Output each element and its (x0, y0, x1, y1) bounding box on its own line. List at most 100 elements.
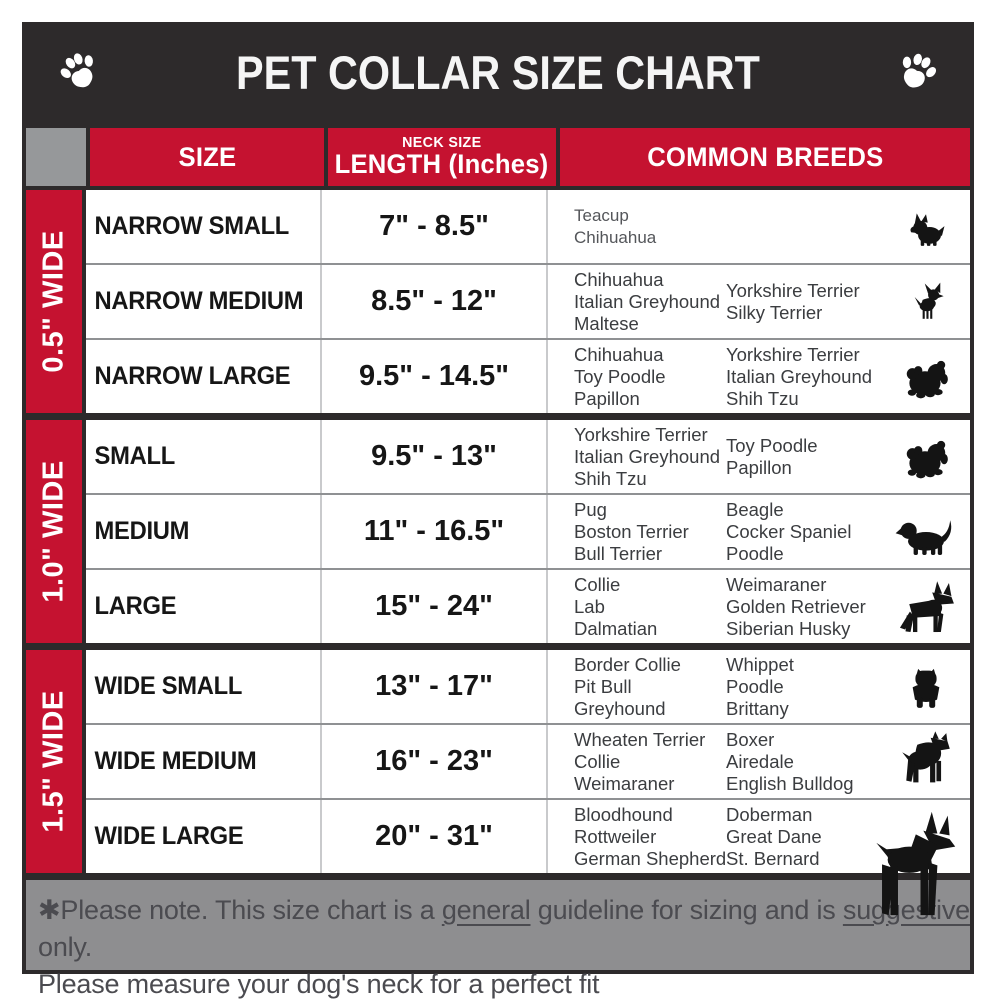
breed-list-secondary: Yorkshire Terrier Silky Terrier (726, 280, 882, 324)
neck-size-value: 16" - 23" (320, 725, 548, 798)
breed-list-secondary: Boxer Airedale English Bulldog (726, 729, 882, 795)
breed-name: Italian Greyhound (726, 365, 873, 387)
breed-name: Brittany (726, 697, 789, 719)
breed-name: Beagle (726, 498, 784, 520)
size-label: WIDE MEDIUM (94, 747, 257, 775)
breed-name: German Shepherd (574, 847, 727, 869)
footer-text-segment: general (441, 895, 531, 925)
breed-name: Cocker Spaniel (726, 520, 852, 542)
breed-name: Boston Terrier (574, 520, 689, 542)
breed-list-primary: Border Collie Pit Bull Greyhound (574, 654, 726, 720)
group-width-label-text: 0.5" WIDE (37, 230, 70, 373)
breed-list-primary: Pug Boston Terrier Bull Terrier (574, 499, 726, 565)
breeds-cell: Wheaten Terrier Collie Weimaraner Boxer Aire… (548, 725, 970, 798)
table-row: LARGE 15" - 24" Collie Lab Dalmatian Weimaran… (86, 568, 970, 643)
breed-name: Lab (574, 595, 605, 617)
table-row: WIDE MEDIUM 16" - 23" Wheaten Terrier Colli… (86, 723, 970, 798)
breed-name: Great Dane (726, 825, 822, 847)
column-header-label: SIZE (178, 141, 236, 172)
breed-name: Italian Greyhound (574, 445, 721, 467)
size-label: NARROW LARGE (94, 362, 291, 390)
group-width-label-text: 1.5" WIDE (37, 690, 70, 833)
breed-name: Chihuahua (574, 268, 664, 290)
breeds-cell: Collie Lab Dalmatian Weimaraner Golden Retri… (548, 570, 970, 643)
breed-name: Weimaraner (574, 772, 675, 794)
table-row: WIDE SMALL 13" - 17" Border Collie Pit Bull… (86, 650, 970, 723)
breed-name: Chihuahua (574, 343, 664, 365)
beagle-icon (882, 507, 970, 557)
size-label: LARGE (94, 592, 177, 620)
breed-name: Siberian Husky (726, 617, 851, 639)
breed-list-primary: Bloodhound Rottweiler German Shepherd (574, 804, 726, 870)
breed-list-primary: Yorkshire Terrier Italian Greyhound Shih T… (574, 424, 726, 490)
neck-size-value: 9.5" - 13" (320, 420, 548, 493)
footer-text-segment: guideline for sizing and is (530, 895, 843, 925)
column-header-label: COMMON BREEDS (646, 141, 884, 172)
breed-list-secondary: Weimaraner Golden Retriever Siberian Husky (726, 574, 882, 640)
bulldog-icon (882, 661, 970, 713)
breed-name: Collie (574, 573, 621, 595)
size-group: 1.0" WIDE SMALL 9.5" - 13" Yorkshire Terrie… (26, 420, 970, 643)
table-row: NARROW MEDIUM 8.5" - 12" Chihuahua Italian … (86, 263, 970, 338)
breed-list-secondary: Beagle Cocker Spaniel Poodle (726, 499, 882, 565)
breed-name: Greyhound (574, 697, 666, 719)
yorkshire-terrier-icon (882, 207, 970, 247)
column-header-common-breeds: COMMON BREEDS (560, 128, 970, 186)
breed-list-secondary: Doberman Great Dane St. Bernard (726, 804, 882, 870)
table-row: NARROW LARGE 9.5" - 14.5" Chihuahua Toy Poo… (86, 338, 970, 413)
neck-size-value: 11" - 16.5" (320, 495, 548, 568)
breed-name: Pit Bull (574, 675, 632, 697)
breed-name: Yorkshire Terrier (726, 279, 860, 301)
neck-size-value: 20" - 31" (320, 800, 548, 873)
breed-name: Weimaraner (726, 573, 827, 595)
breed-name: Italian Greyhound (574, 290, 721, 312)
footer-line-2: Please measure your dog's neck for a per… (38, 969, 600, 999)
breed-name: Poodle (726, 675, 784, 697)
group-width-label: 0.5" WIDE (26, 190, 86, 413)
footer-line-1: ✱Please note. This size chart is a gener… (38, 892, 970, 966)
table-row: WIDE LARGE 20" - 31" Bloodhound Rottweiler G… (86, 798, 970, 915)
group-width-label: 1.0" WIDE (26, 420, 86, 643)
breed-name: Shih Tzu (574, 467, 647, 489)
breed-list-primary: Chihuahua Italian Greyhound Maltese (574, 269, 726, 335)
size-label: MEDIUM (94, 517, 190, 545)
title-bar: PET COLLAR SIZE CHART (22, 22, 974, 122)
breed-name: St. Bernard (726, 847, 820, 869)
column-header-neck-size: NECK SIZE LENGTH (Inches) (328, 128, 556, 186)
column-header-label: LENGTH (Inches) (335, 149, 549, 179)
breed-name: Bull Terrier (574, 542, 663, 564)
size-label: SMALL (94, 442, 176, 470)
group-width-label-text: 1.0" WIDE (37, 460, 70, 603)
breed-name: Yorkshire Terrier (574, 423, 708, 445)
footer-text-segment: suggestive (842, 895, 970, 925)
pekingese-icon (882, 433, 970, 480)
group-width-label: 1.5" WIDE (26, 650, 86, 873)
breeds-cell: Border Collie Pit Bull Greyhound Whippet Poo… (548, 650, 970, 723)
breed-name: Doberman (726, 803, 813, 825)
breeds-cell: Bloodhound Rottweiler German Shepherd Dober… (548, 800, 970, 915)
breed-list-primary: Collie Lab Dalmatian (574, 574, 726, 640)
neck-size-value: 8.5" - 12" (320, 265, 548, 338)
breed-name: English Bulldog (726, 772, 854, 794)
breeds-cell: Teacup Chihuahua (548, 190, 970, 263)
footer-note: ✱Please note. This size chart is a gener… (26, 880, 970, 999)
breed-name: Wheaten Terrier (574, 728, 706, 750)
size-label: WIDE SMALL (94, 672, 243, 700)
size-label: WIDE LARGE (94, 822, 244, 850)
breeds-cell: Chihuahua Italian Greyhound Maltese Yorkshi… (548, 265, 970, 338)
breed-list-secondary: Toy Poodle Papillon (726, 435, 882, 479)
breed-name: Teacup (574, 205, 629, 225)
corner-cell (26, 128, 86, 186)
breed-list-primary: Teacup Chihuahua (574, 205, 726, 249)
breed-name: Maltese (574, 312, 639, 334)
footer-text-segment: only. (38, 932, 93, 962)
column-header-size: SIZE (90, 128, 324, 186)
table-header: SIZE NECK SIZE LENGTH (Inches) COMMON BR… (22, 122, 974, 186)
breed-name: Dalmatian (574, 617, 658, 639)
size-label: NARROW MEDIUM (94, 287, 304, 315)
breed-name: Collie (574, 750, 621, 772)
breed-name: Papillon (574, 387, 640, 409)
paw-print-icon (54, 44, 106, 100)
neck-size-value: 9.5" - 14.5" (320, 340, 548, 413)
size-group: 1.5" WIDE WIDE SMALL 13" - 17" Border Colli… (26, 650, 970, 915)
